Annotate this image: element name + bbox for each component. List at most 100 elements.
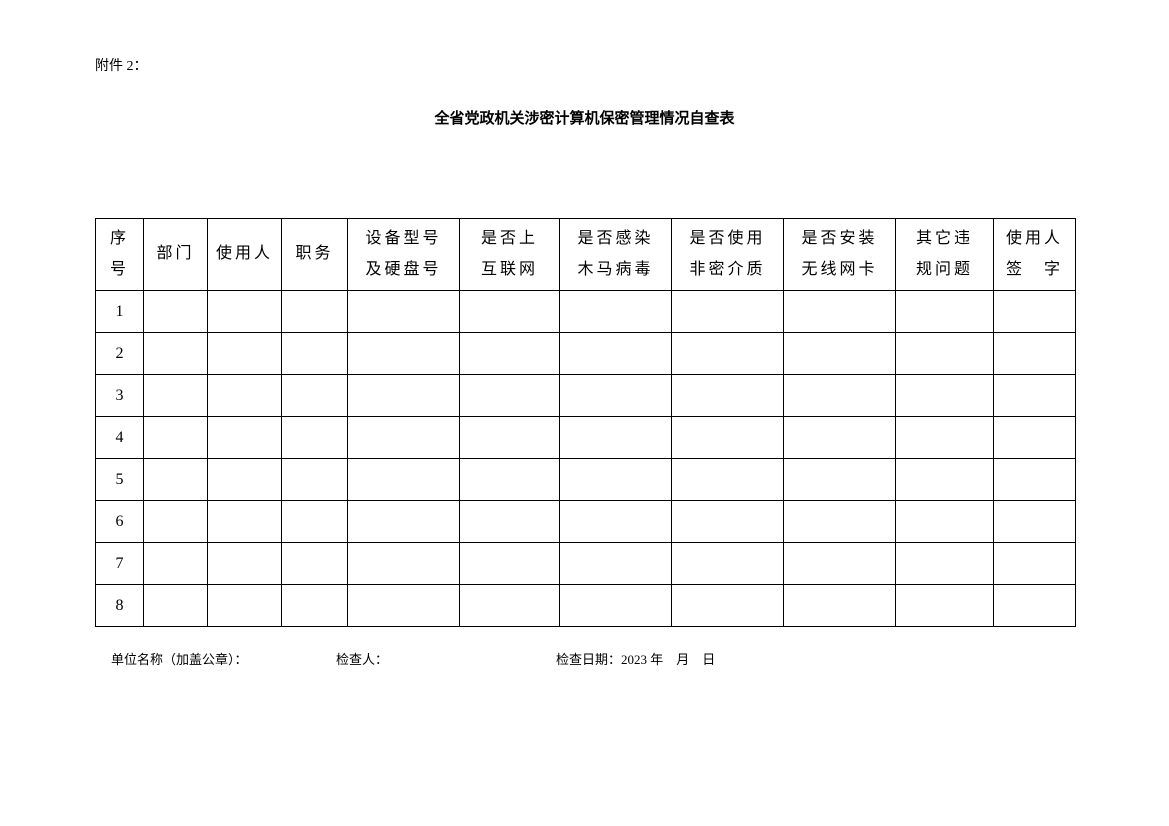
table-body: 12345678 [96, 291, 1076, 627]
document-page: 附件 2： 全省党政机关涉密计算机保密管理情况自查表 序号部门使用人职务设备型号… [0, 0, 1169, 668]
table-cell [348, 333, 460, 375]
footer-row: 单位名称（加盖公章）： 检查人： 检查日期：2023 年 月 日 [95, 649, 1074, 668]
table-header-cell: 职务 [282, 219, 348, 291]
table-cell [672, 543, 784, 585]
table-cell [994, 585, 1076, 627]
table-cell [784, 543, 896, 585]
seq-cell: 6 [96, 501, 144, 543]
header-text-line2: 及硬盘号 [348, 255, 459, 285]
table-cell [208, 291, 282, 333]
header-text-line1: 序 [96, 224, 143, 254]
table-cell [672, 417, 784, 459]
seq-cell: 7 [96, 543, 144, 585]
header-text-line2: 号 [96, 255, 143, 285]
table-header-cell: 序号 [96, 219, 144, 291]
table-header-cell: 是否安装无线网卡 [784, 219, 896, 291]
table-cell [460, 543, 560, 585]
table-cell [994, 459, 1076, 501]
table-cell [348, 585, 460, 627]
table-cell [282, 501, 348, 543]
table-cell [560, 291, 672, 333]
seq-cell: 2 [96, 333, 144, 375]
table-cell [560, 333, 672, 375]
table-cell [994, 375, 1076, 417]
table-cell [144, 543, 208, 585]
table-cell [672, 459, 784, 501]
table-cell [896, 543, 994, 585]
table-cell [348, 291, 460, 333]
table-cell [282, 291, 348, 333]
table-cell [896, 501, 994, 543]
page-title: 全省党政机关涉密计算机保密管理情况自查表 [95, 107, 1074, 128]
table-cell [144, 291, 208, 333]
table-row: 8 [96, 585, 1076, 627]
table-cell [208, 375, 282, 417]
header-text-line2: 非密介质 [672, 255, 783, 285]
table-cell [282, 459, 348, 501]
header-text-line2: 木马病毒 [560, 255, 671, 285]
header-text-line2: 签 字 [994, 255, 1075, 285]
table-cell [460, 417, 560, 459]
table-cell [784, 501, 896, 543]
table-cell [348, 501, 460, 543]
table-cell [994, 291, 1076, 333]
table-cell [208, 585, 282, 627]
table-header-row: 序号部门使用人职务设备型号及硬盘号是否上互联网是否感染木马病毒是否使用非密介质是… [96, 219, 1076, 291]
table-cell [994, 501, 1076, 543]
table-cell [672, 333, 784, 375]
table-cell [784, 375, 896, 417]
table-row: 1 [96, 291, 1076, 333]
header-text-line1: 设备型号 [348, 224, 459, 254]
table-cell [460, 585, 560, 627]
seq-cell: 3 [96, 375, 144, 417]
header-text-line2: 规问题 [896, 255, 993, 285]
footer-unit-label: 单位名称（加盖公章）： [111, 649, 336, 668]
table-cell [460, 501, 560, 543]
table-cell [144, 375, 208, 417]
table-row: 7 [96, 543, 1076, 585]
header-text-line2: 无线网卡 [784, 255, 895, 285]
table-cell [560, 375, 672, 417]
table-cell [784, 333, 896, 375]
table-cell [282, 417, 348, 459]
table-cell [208, 417, 282, 459]
table-cell [896, 291, 994, 333]
table-cell [560, 585, 672, 627]
table-cell [208, 333, 282, 375]
table-cell [784, 417, 896, 459]
table-cell [994, 417, 1076, 459]
table-header-cell: 使用人签 字 [994, 219, 1076, 291]
table-header-cell: 其它违规问题 [896, 219, 994, 291]
seq-cell: 4 [96, 417, 144, 459]
table-row: 2 [96, 333, 1076, 375]
table-cell [144, 333, 208, 375]
table-cell [460, 375, 560, 417]
header-text-line1: 是否感染 [560, 224, 671, 254]
seq-cell: 5 [96, 459, 144, 501]
table-cell [282, 333, 348, 375]
header-text-line1: 是否安装 [784, 224, 895, 254]
table-cell [144, 459, 208, 501]
header-text-line1: 是否使用 [672, 224, 783, 254]
table-cell [560, 417, 672, 459]
table-cell [896, 585, 994, 627]
table-row: 4 [96, 417, 1076, 459]
table-cell [460, 333, 560, 375]
table-cell [784, 585, 896, 627]
table-cell [896, 459, 994, 501]
table-cell [348, 375, 460, 417]
table-cell [672, 501, 784, 543]
table-cell [784, 459, 896, 501]
table-cell [460, 459, 560, 501]
header-text-line2: 互联网 [460, 255, 559, 285]
footer-inspector-label: 检查人： [336, 649, 556, 668]
table-cell [560, 543, 672, 585]
footer-date-label: 检查日期：2023 年 月 日 [556, 649, 715, 668]
header-text-line1: 使用人 [994, 224, 1075, 254]
table-cell [994, 543, 1076, 585]
table-row: 5 [96, 459, 1076, 501]
table-header-cell: 是否上互联网 [460, 219, 560, 291]
attachment-label: 附件 2： [95, 55, 1074, 75]
table-header-cell: 是否使用非密介质 [672, 219, 784, 291]
table-cell [560, 501, 672, 543]
